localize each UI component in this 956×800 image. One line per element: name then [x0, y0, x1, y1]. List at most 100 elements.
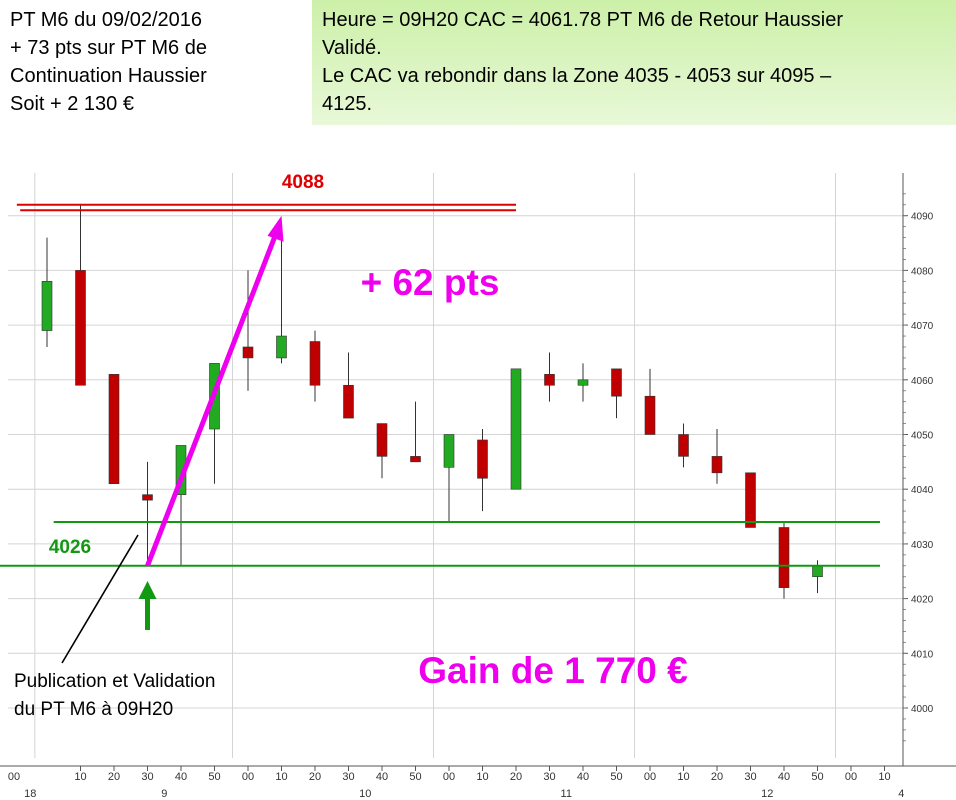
- x-tick-label: 30: [543, 771, 555, 783]
- x-tick-label: 00: [845, 771, 857, 783]
- candle-body: [711, 456, 723, 474]
- x-day-label: 9: [161, 788, 167, 800]
- x-tick-label: 20: [510, 771, 522, 783]
- pts-label: + 62 pts: [361, 262, 500, 303]
- candle-body: [577, 379, 589, 386]
- header-left-line4: Soit + 2 130 €: [10, 93, 134, 115]
- y-tick-label: 4050: [911, 431, 934, 442]
- y-tick-label: 4090: [911, 212, 934, 223]
- gain-label: Gain de 1 770 €: [418, 650, 687, 691]
- candle: [745, 472, 756, 528]
- x-tick-label: 30: [744, 771, 756, 783]
- candle: [711, 429, 723, 484]
- x-day-label: 11: [561, 788, 572, 800]
- header-right-line4: 4125.: [322, 93, 373, 115]
- candle-body: [343, 384, 354, 419]
- x-tick-label: 40: [577, 771, 589, 783]
- candle: [108, 374, 120, 485]
- x-tick-label: 40: [175, 771, 187, 783]
- candle-body: [778, 527, 790, 588]
- header-right: Heure = 09H20 CAC = 4061.78 PT M6 de Ret…: [312, 0, 956, 125]
- x-day-label: 18: [24, 788, 36, 800]
- header-left-line2: + 73 pts sur PT M6 de: [10, 37, 207, 59]
- candle: [443, 434, 455, 523]
- candle: [611, 368, 622, 419]
- candle: [242, 270, 254, 391]
- x-tick-label: 10: [275, 771, 287, 783]
- x-tick-label: 50: [208, 771, 220, 783]
- x-tick-label: 00: [644, 771, 656, 783]
- x-tick-label: 00: [443, 771, 455, 783]
- axes: 4000401040204030404040504060407040804090…: [0, 173, 956, 800]
- candlestick-chart: 4000401040204030404040504060407040804090…: [0, 172, 956, 800]
- header-left: PT M6 du 09/02/2016 + 73 pts sur PT M6 d…: [0, 0, 312, 125]
- y-tick-label: 4010: [911, 649, 934, 660]
- x-tick-label: 40: [376, 771, 388, 783]
- x-tick-label: 40: [778, 771, 790, 783]
- y-tick-label: 4030: [911, 540, 934, 551]
- candle-body: [276, 335, 287, 359]
- publication-line1: Publication et Validation: [14, 671, 215, 692]
- y-tick-label: 4040: [911, 485, 934, 496]
- x-tick-label: 20: [108, 771, 120, 783]
- x-tick-label: 10: [74, 771, 86, 783]
- candle: [644, 368, 656, 435]
- candle: [75, 204, 86, 386]
- x-day-label: 10: [359, 788, 371, 800]
- x-tick-label: 50: [610, 771, 622, 783]
- x-tick-label: 20: [711, 771, 723, 783]
- x-tick-label: 30: [342, 771, 354, 783]
- x-tick-label: 50: [811, 771, 823, 783]
- grid: [8, 173, 903, 758]
- candle: [477, 429, 488, 512]
- candle-body: [544, 374, 555, 386]
- x-tick-label: 00: [8, 771, 20, 783]
- y-tick-label: 4070: [911, 321, 934, 332]
- x-tick-label: 00: [242, 771, 254, 783]
- candle: [343, 352, 354, 419]
- x-day-label: 4: [898, 788, 904, 800]
- x-day-label: 12: [761, 788, 773, 800]
- level-high-label: 4088: [282, 172, 324, 193]
- candle-body: [510, 368, 522, 490]
- candle: [309, 330, 321, 402]
- candle: [410, 401, 421, 463]
- x-tick-label: 10: [878, 771, 890, 783]
- candle: [544, 352, 555, 402]
- x-tick-label: 50: [409, 771, 421, 783]
- candle-body: [611, 368, 622, 397]
- y-tick-label: 4020: [911, 595, 934, 606]
- candle-body: [443, 434, 455, 468]
- candle-body: [242, 346, 254, 359]
- candle-body: [477, 439, 488, 479]
- overlay: 4088 4026 + 62 pts Gain de 1 770 € Publi…: [14, 172, 688, 720]
- x-tick-label: 30: [141, 771, 153, 783]
- candle-body: [376, 423, 388, 457]
- header-right-line2: Validé.: [322, 37, 382, 59]
- candle: [678, 423, 689, 468]
- header-right-line1: Heure = 09H20 CAC = 4061.78 PT M6 de Ret…: [322, 9, 844, 31]
- header-right-line3: Le CAC va rebondir dans la Zone 4035 - 4…: [322, 65, 832, 87]
- candle-body: [75, 270, 86, 386]
- candle-body: [410, 456, 421, 463]
- candle: [142, 461, 153, 566]
- candle: [510, 368, 522, 490]
- candle: [276, 226, 287, 364]
- candle: [778, 522, 790, 599]
- candle-body: [309, 341, 321, 386]
- candle: [376, 423, 388, 479]
- candle-body: [644, 395, 656, 435]
- level-lines: [0, 203, 880, 567]
- publication-pointer: [61, 534, 139, 664]
- candle-body: [41, 281, 53, 331]
- trend-arrow-shaft: [145, 228, 280, 567]
- candle: [577, 363, 589, 402]
- entry-arrow-head: [138, 581, 157, 599]
- candle: [41, 237, 53, 347]
- candle-body: [812, 565, 823, 578]
- publication-line2: du PT M6 à 09H20: [14, 699, 173, 720]
- header-left-line3: Continuation Haussier: [10, 65, 207, 87]
- x-tick-label: 10: [677, 771, 689, 783]
- y-tick-label: 4060: [911, 376, 934, 387]
- candle-body: [678, 434, 689, 457]
